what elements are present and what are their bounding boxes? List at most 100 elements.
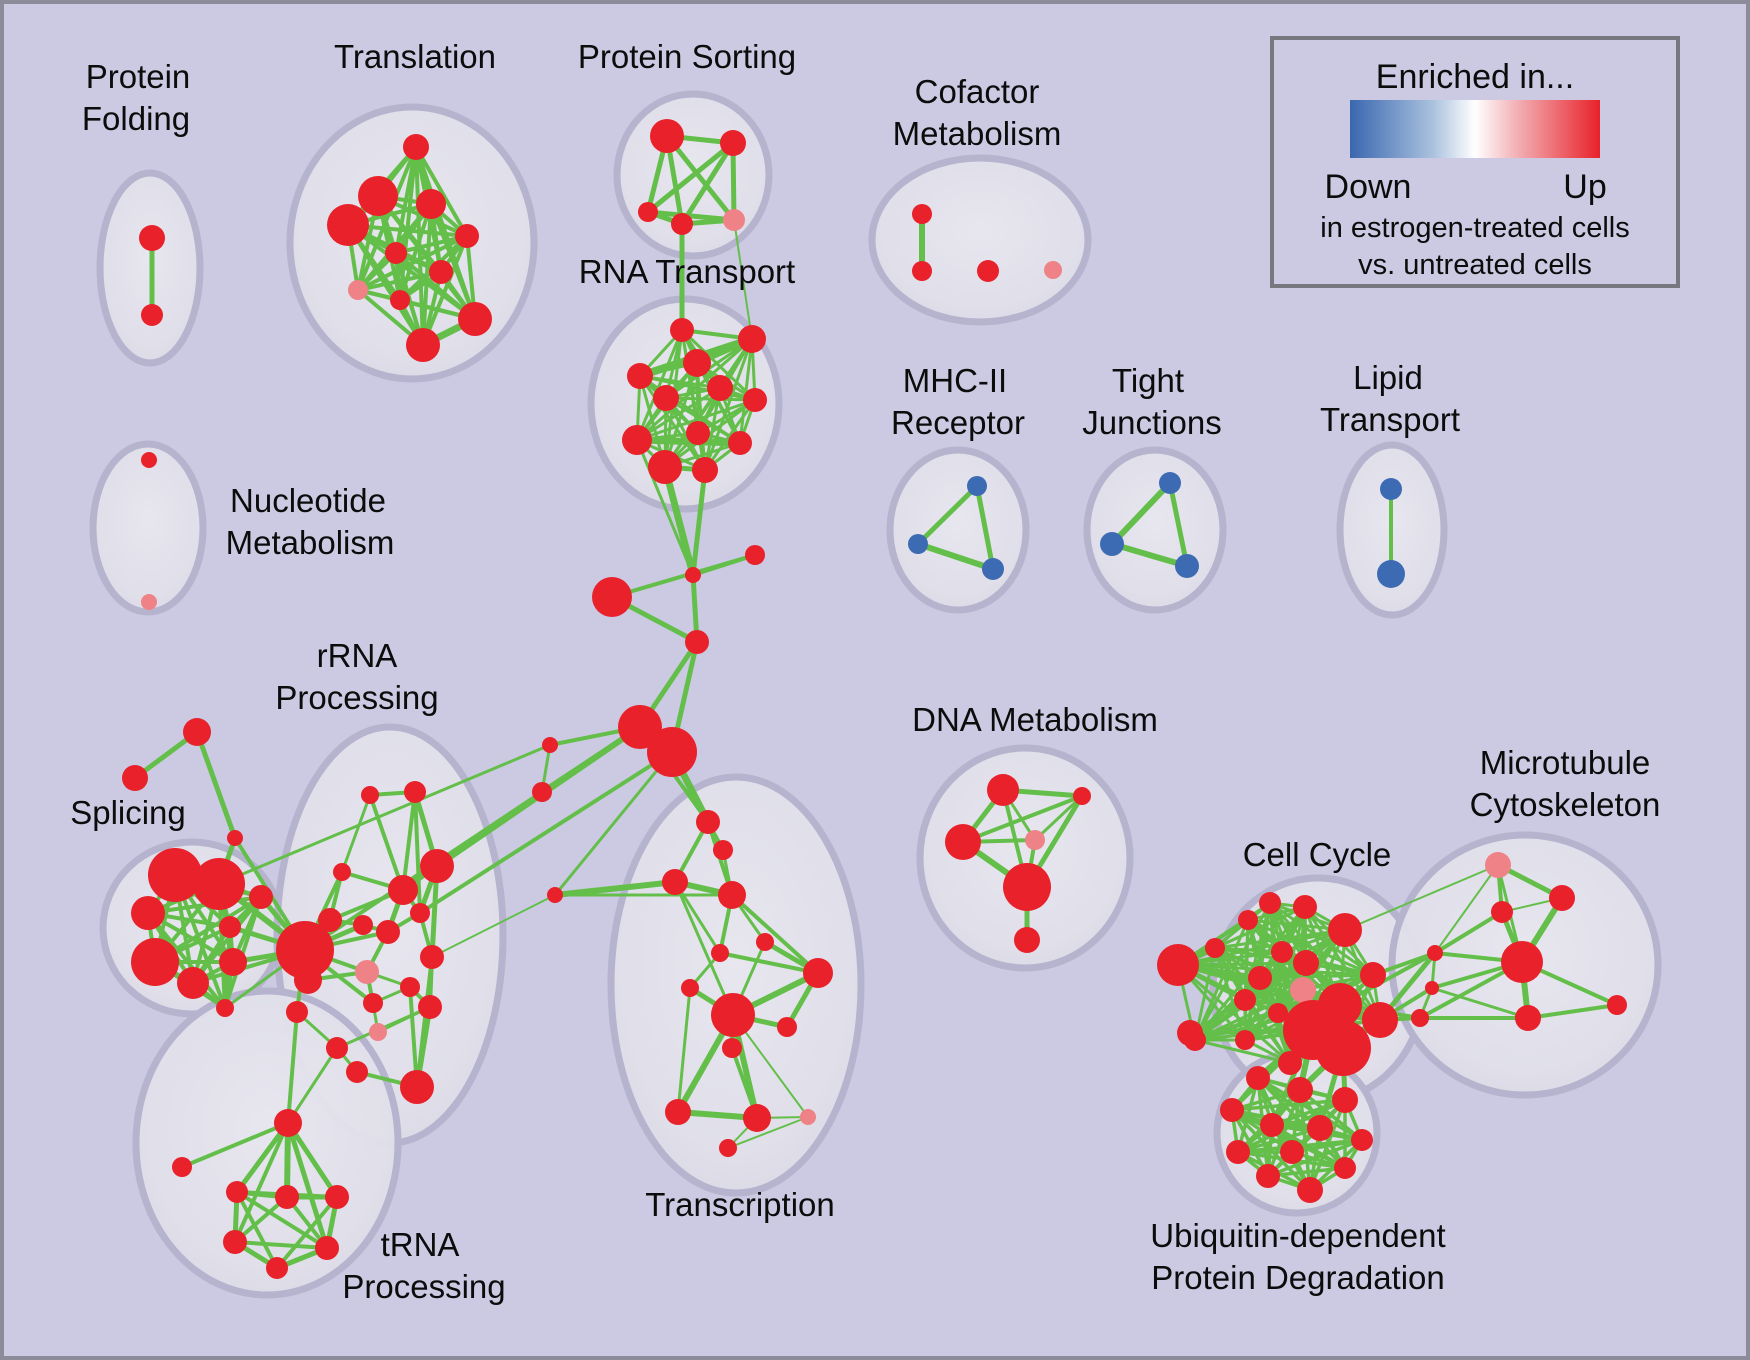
gene-set-node-protein_sorting-4 (723, 209, 745, 231)
cluster-label-lipid-2: Transport (1320, 401, 1460, 438)
edge-cellcycle (1176, 963, 1375, 977)
edge-rna_transport (635, 337, 754, 442)
edge-protein_sorting (664, 133, 737, 223)
gene-set-node-dna-3 (1025, 830, 1045, 850)
edge-cellcycle (1176, 928, 1347, 967)
gene-set-node-trna-7 (266, 1257, 288, 1279)
edge-rrna (340, 793, 372, 874)
gene-set-node-rna_transport-0 (670, 318, 694, 342)
gene-set-node-ubiquitin-4 (1260, 1113, 1284, 1137)
edge-transcription (730, 893, 820, 975)
gene-set-node-transcription-8 (711, 993, 755, 1037)
cluster-label-tight-2: Junctions (1082, 404, 1221, 441)
gene-set-node-translation-0 (403, 134, 429, 160)
gene-set-node-trna-3 (275, 1185, 299, 1209)
gene-set-node-connector-11 (547, 887, 563, 903)
edge-rna_transport (635, 398, 757, 442)
gene-set-node-cellcycle-4 (1205, 938, 1225, 958)
gene-set-node-transcription-12 (743, 1104, 771, 1132)
edge-tight (1167, 480, 1190, 569)
gene-set-node-cellcycle-19 (1315, 1020, 1371, 1076)
gene-set-node-mhc-2 (982, 558, 1004, 580)
gene-set-node-microtubule-5 (1607, 995, 1627, 1015)
edge-translation (356, 270, 443, 292)
legend-up-label: Up (1563, 168, 1606, 206)
gene-set-node-rrna-14 (326, 1037, 348, 1059)
edge-ubiquitin (1266, 1166, 1347, 1178)
gene-set-node-rrna-9 (355, 960, 379, 984)
edge-trna (233, 1121, 290, 1244)
gene-set-node-rrna-5 (318, 908, 342, 932)
gene-set-node-cellcycle-0 (1259, 892, 1281, 914)
gene-set-node-cellcycle-20 (1177, 1020, 1203, 1046)
edge-rrna-trna (286, 1010, 299, 1125)
cluster-ellipse-nucleotide (89, 440, 207, 616)
edge-ubiquitin (1236, 1126, 1322, 1154)
edge-dna (1033, 794, 1084, 842)
gene-set-node-rna_transport-2 (683, 349, 711, 377)
gene-set-node-rrna-0 (361, 786, 379, 804)
edge-trna (235, 1190, 329, 1250)
edge-connector (610, 553, 757, 599)
edge-trna (275, 1195, 339, 1270)
network-nodes-layer (122, 119, 1627, 1279)
gene-set-node-connector-2 (592, 577, 632, 617)
edge-protein_sorting (645, 140, 736, 215)
cluster-label-cell-cycle: Cell Cycle (1243, 836, 1392, 873)
gene-set-node-microtubule-2 (1491, 901, 1513, 923)
gene-set-node-splicing-7 (249, 885, 273, 909)
cluster-label-nucleotide-2: Metabolism (226, 524, 395, 561)
gene-set-node-rrna-7 (376, 920, 400, 944)
gene-set-node-protein_folding-0 (139, 225, 165, 251)
gene-set-node-transcription-5 (711, 944, 729, 962)
gene-set-node-splicing-6 (219, 948, 247, 976)
edge-microtubule (1526, 1003, 1619, 1020)
edge-trna (285, 1120, 340, 1200)
gene-set-node-connector-6 (542, 737, 558, 753)
gene-set-node-lipid-0 (1380, 478, 1402, 500)
edge-cellcycle (1193, 918, 1250, 1042)
edge-rna_transport (664, 396, 757, 402)
gene-set-node-ubiquitin-5 (1307, 1115, 1333, 1141)
edge-rna_transport (635, 328, 684, 442)
cluster-label-translation: Translation (334, 38, 496, 75)
gene-set-node-nucleotide-0 (141, 452, 157, 468)
gene-set-node-cellcycle-11 (1234, 989, 1256, 1011)
edge-transcription (718, 951, 820, 975)
gene-set-node-protein_sorting-2 (638, 202, 658, 222)
cluster-label-lipid-1: Lipid (1353, 359, 1423, 396)
gene-set-node-microtubule-4 (1515, 1005, 1541, 1031)
cluster-label-rna-transport: RNA Transport (579, 253, 795, 290)
edge-cellcycle (1193, 1038, 1292, 1065)
gene-set-node-translation-5 (385, 242, 407, 264)
gene-set-node-protein_sorting-3 (671, 213, 693, 235)
edge-cellcycle-microtubule (1344, 864, 1499, 931)
gene-set-node-dna-5 (1014, 927, 1040, 953)
gene-set-node-rrna-6 (353, 915, 373, 935)
edge-rrna (413, 790, 422, 915)
gene-set-node-cellcycle-3 (1328, 913, 1362, 947)
gene-set-node-mhc-1 (908, 534, 928, 554)
cluster-label-microtubule-1: Microtubule (1480, 744, 1651, 781)
gene-set-node-translation-6 (429, 260, 453, 284)
edge-tight (1109, 480, 1173, 547)
legend-subtitle-line1: in estrogen-treated cells (1320, 212, 1630, 244)
gene-set-node-nucleotide-1 (141, 594, 157, 610)
gene-set-node-rrna-15 (286, 1001, 308, 1023)
legend-box (1270, 36, 1680, 288)
gene-set-node-trna-6 (315, 1236, 339, 1260)
gene-set-node-connector-3 (685, 630, 709, 654)
edge-mhc (915, 541, 996, 572)
gene-set-node-connector-4 (618, 705, 662, 749)
gene-set-node-ubiquitin-1 (1287, 1077, 1313, 1103)
cluster-label-protein-sorting: Protein Sorting (578, 38, 796, 75)
gene-set-node-rna_transport-4 (653, 385, 679, 411)
gene-set-node-connector-10 (227, 830, 243, 846)
edge-trna (234, 1120, 291, 1195)
gene-set-node-lipid-1 (1377, 560, 1405, 588)
gene-set-node-rna_transport-1 (738, 325, 766, 353)
cluster-label-tight-1: Tight (1112, 362, 1184, 399)
edge-translation (421, 234, 469, 347)
cluster-label-cofactor-2: Metabolism (893, 115, 1062, 152)
edge-rrna (368, 793, 405, 892)
